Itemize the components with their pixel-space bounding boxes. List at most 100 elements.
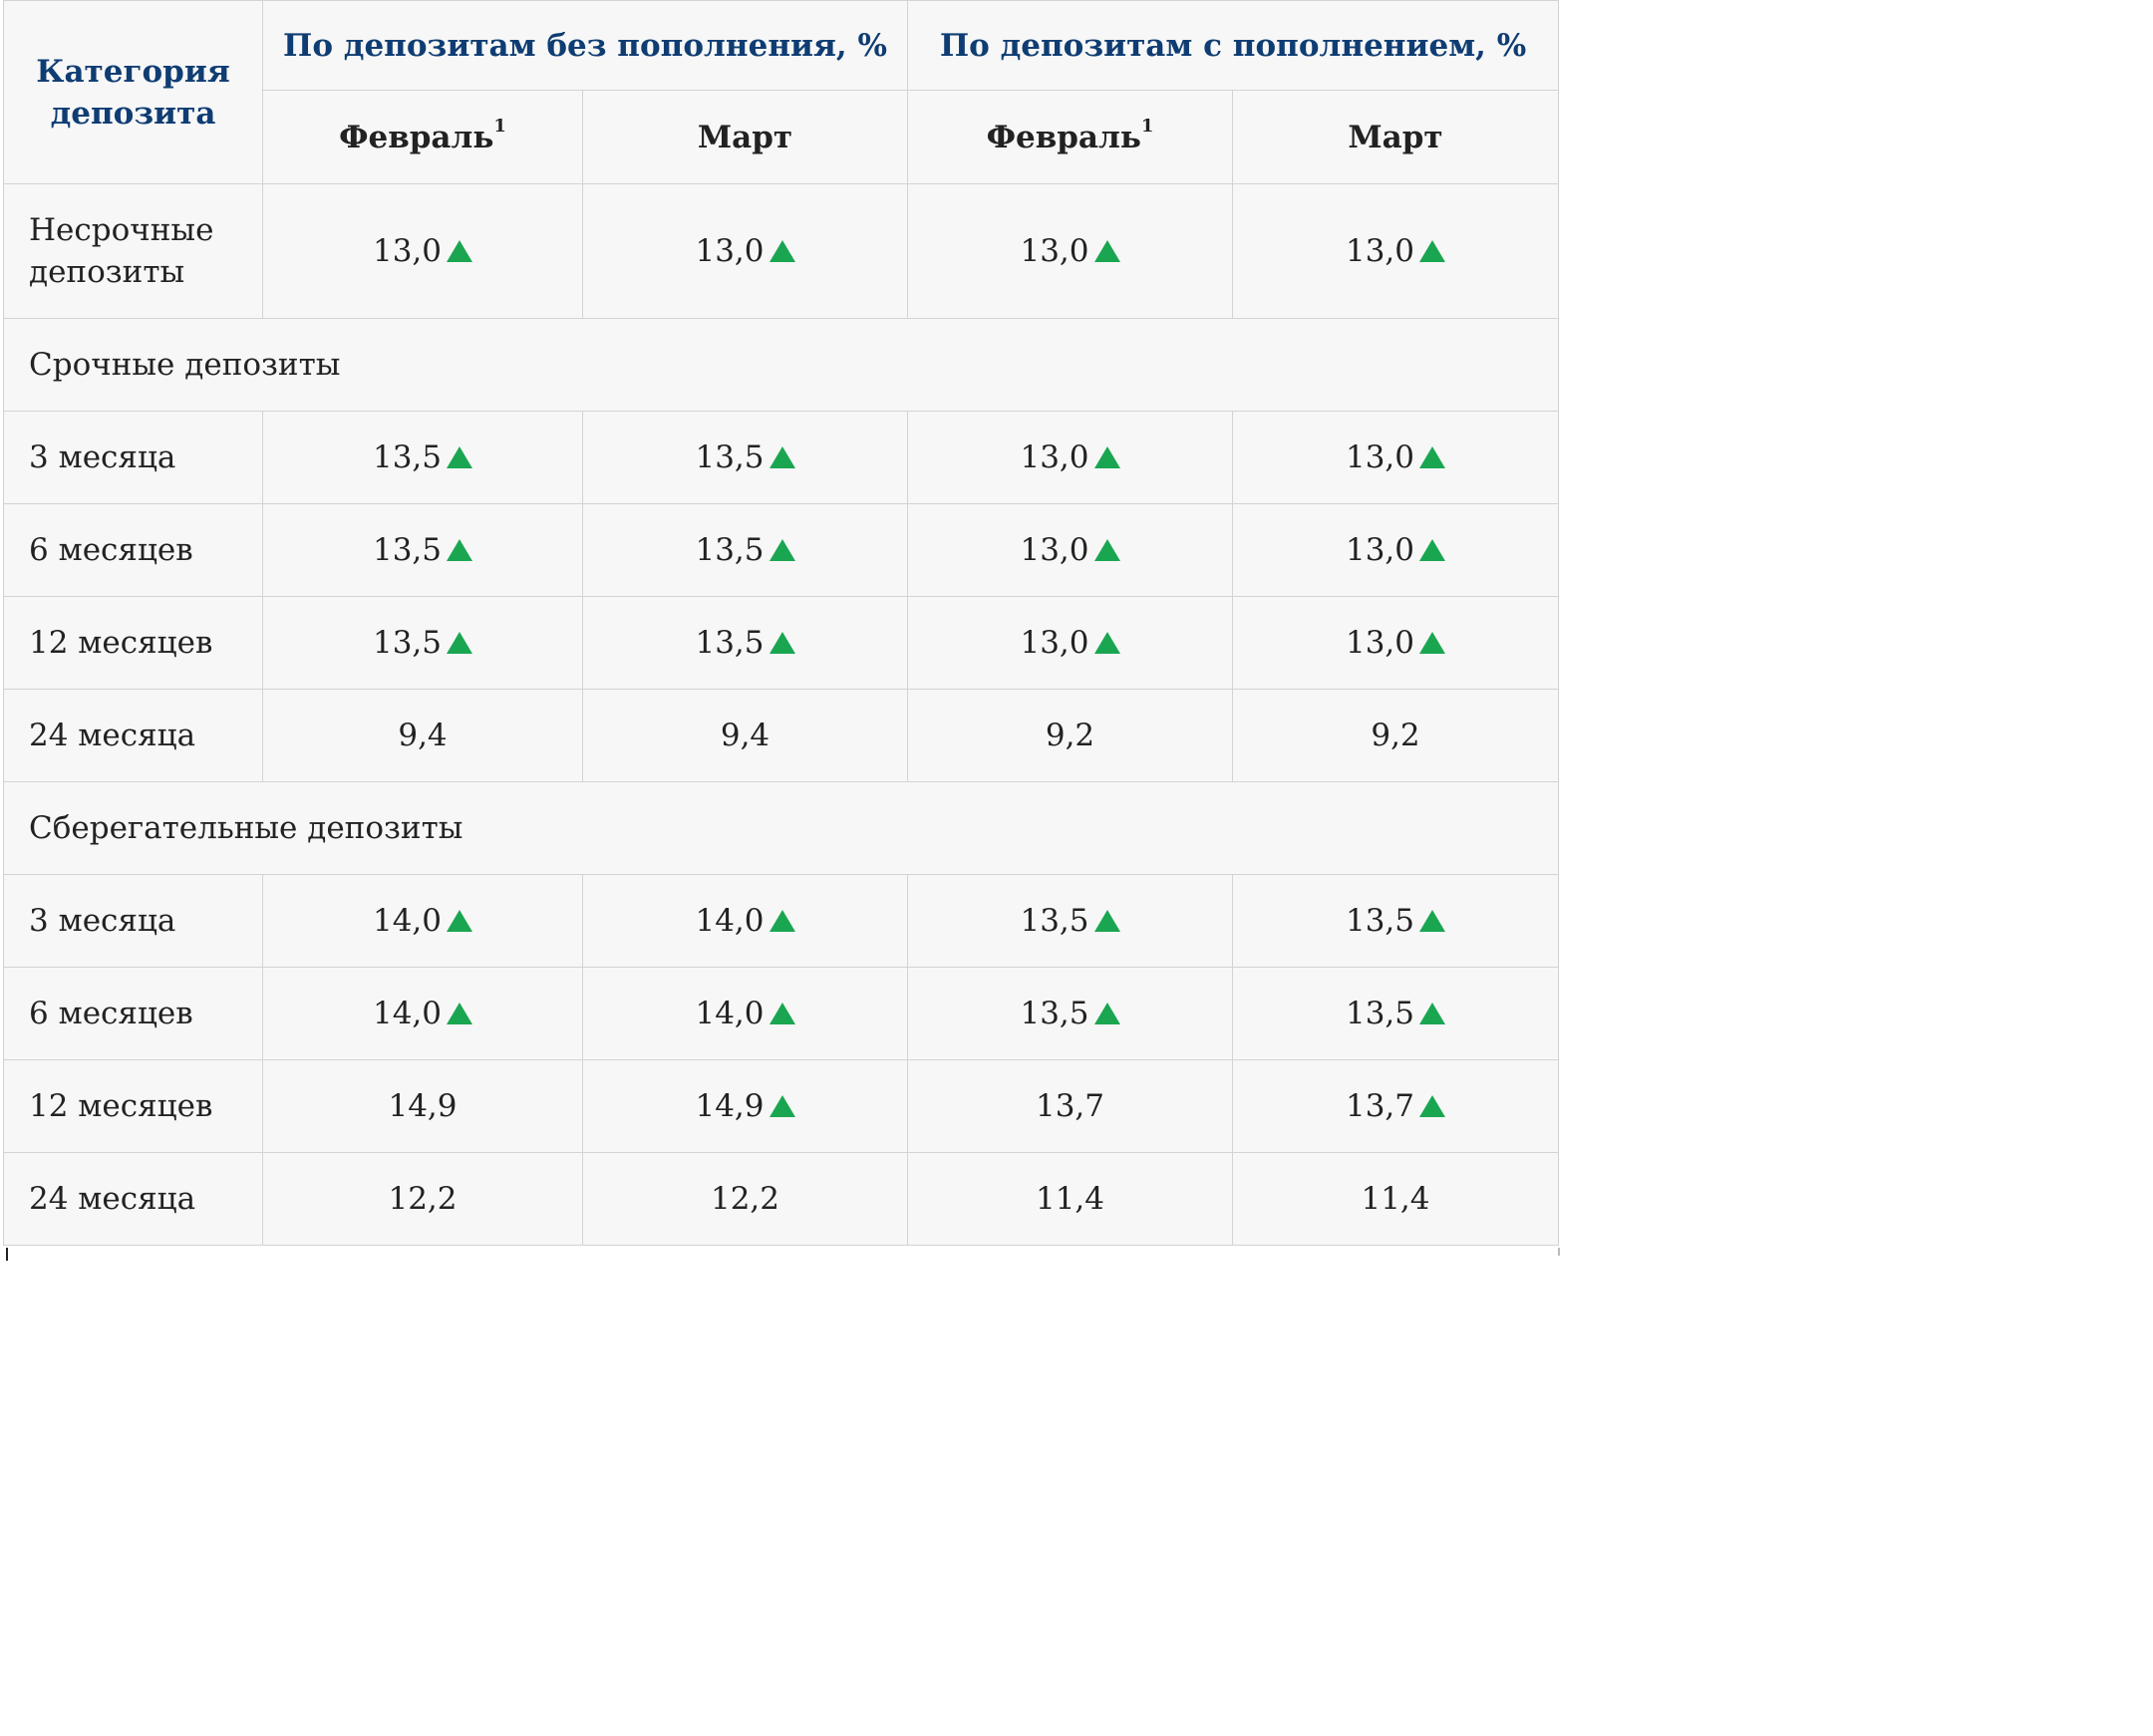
rate-value: 13,5 [1345, 996, 1415, 1031]
section-row: Срочные депозиты [3, 318, 1559, 412]
section-label: Сберегательные депозиты [3, 781, 1559, 875]
rate-cell: 13,5 [582, 411, 908, 504]
triangle-up-icon [1093, 240, 1120, 262]
rate-value: 13,7 [1345, 1088, 1415, 1124]
triangle-up-icon [447, 539, 473, 561]
triangle-up-icon [769, 1003, 795, 1024]
rate-cell: 9,2 [1232, 689, 1559, 782]
column-header-feb-without: Февраль1 [262, 90, 583, 184]
section-label: Срочные депозиты [3, 318, 1559, 412]
rate-cell: 9,4 [262, 689, 583, 782]
rate-value: 13,0 [1020, 233, 1089, 269]
rate-value: 14,0 [372, 996, 443, 1031]
triangle-up-icon [769, 446, 795, 468]
rate-cell: 13,0 [1232, 183, 1559, 319]
rate-cell: 13,0 [1232, 596, 1559, 690]
rate-cell: 13,7 [1232, 1059, 1559, 1153]
rate-value: 14,0 [695, 996, 765, 1031]
triangle-up-icon [769, 632, 795, 654]
row-label: 3 месяца [3, 874, 263, 968]
rate-cell: 13,0 [262, 183, 583, 319]
triangle-up-icon [1093, 1003, 1120, 1024]
row-label: 12 месяцев [3, 1059, 263, 1153]
rate-value: 13,5 [695, 625, 765, 661]
rate-cell: 9,4 [582, 689, 908, 782]
rate-cell: 14,9 [262, 1059, 583, 1153]
column-header-mar-without: Март [582, 90, 908, 184]
rate-value: 9,4 [720, 718, 770, 753]
rate-cell: 13,5 [907, 874, 1233, 968]
rate-cell: 14,0 [262, 967, 583, 1060]
header-row-months: Февраль1 Март Февраль1 Март [4, 90, 1559, 184]
rate-value: 13,0 [1345, 439, 1415, 475]
row-label: 24 месяца [3, 1152, 263, 1246]
triangle-up-icon [447, 240, 473, 262]
rate-cell: 14,0 [582, 967, 908, 1060]
rate-value: 13,0 [1345, 532, 1415, 568]
triangle-up-icon [447, 1003, 473, 1024]
triangle-up-icon [1093, 446, 1120, 468]
rate-cell: 14,9 [582, 1059, 908, 1153]
header-row-groups: Категория депозита По депозитам без попо… [3, 0, 1559, 184]
row-label: 6 месяцев [3, 503, 263, 597]
rate-cell: 13,5 [1232, 967, 1559, 1060]
rate-value: 13,0 [1020, 625, 1089, 661]
rate-cell: 13,5 [582, 503, 908, 597]
rate-value: 13,5 [695, 439, 765, 475]
rate-value: 9,2 [1371, 718, 1420, 753]
triangle-up-icon [1419, 1095, 1446, 1117]
rate-value: 13,0 [372, 233, 443, 269]
rate-value: 13,5 [372, 625, 443, 661]
triangle-up-icon [1419, 446, 1446, 468]
rate-value: 12,2 [388, 1181, 458, 1217]
footnote-marker: 1 [1140, 116, 1154, 138]
rate-value: 14,9 [388, 1088, 458, 1124]
edge-mark [6, 1248, 8, 1261]
rate-cell: 13,5 [262, 411, 583, 504]
rate-value: 13,5 [695, 532, 765, 568]
triangle-up-icon [769, 910, 795, 932]
rate-cell: 11,4 [1232, 1152, 1559, 1246]
row-label: Несрочные депозиты [3, 183, 263, 319]
month-label: Февраль [986, 119, 1141, 155]
rate-value: 13,5 [1020, 996, 1089, 1031]
rate-cell: 9,2 [907, 689, 1233, 782]
table-row: 12 месяцев 14,9 14,9 13,7 13,7 [3, 1059, 1559, 1153]
triangle-up-icon [1419, 539, 1446, 561]
table-row: 24 месяца 9,4 9,4 9,2 9,2 [3, 689, 1559, 782]
table-row: Несрочные депозиты 13,0 13,0 13,0 13,0 [3, 183, 1559, 319]
table-row: 3 месяца 14,0 14,0 13,5 13,5 [3, 874, 1559, 968]
deposit-rates-table: Категория депозита По депозитам без попо… [3, 0, 1559, 1246]
row-label: 3 месяца [3, 411, 263, 504]
rate-value: 13,0 [1345, 233, 1415, 269]
table-row: 12 месяцев 13,5 13,5 13,0 13,0 [3, 596, 1559, 690]
rate-value: 14,0 [372, 903, 443, 939]
triangle-up-icon [769, 539, 795, 561]
rate-cell: 13,0 [907, 503, 1233, 597]
rate-value: 13,0 [1020, 532, 1089, 568]
rate-cell: 13,5 [1232, 874, 1559, 968]
group-header-with-replenishment: По депозитам с пополнением, % [907, 0, 1559, 91]
rate-value: 13,5 [1345, 903, 1415, 939]
footnote-marker: 1 [493, 116, 506, 138]
triangle-up-icon [1419, 1003, 1446, 1024]
table-row: 6 месяцев 13,5 13,5 13,0 13,0 [3, 503, 1559, 597]
deposit-rates-table-container: Категория депозита По депозитам без попо… [3, 0, 1560, 1261]
month-label: Март [1348, 119, 1443, 155]
table-row: 24 месяца 12,2 12,2 11,4 11,4 [3, 1152, 1559, 1246]
triangle-up-icon [1419, 240, 1446, 262]
rate-cell: 13,5 [262, 596, 583, 690]
triangle-up-icon [447, 632, 473, 654]
month-label: Март [697, 119, 793, 155]
row-label: 6 месяцев [3, 967, 263, 1060]
rate-value: 11,4 [1361, 1181, 1430, 1217]
table-row: 6 месяцев 14,0 14,0 13,5 13,5 [3, 967, 1559, 1060]
section-row: Сберегательные депозиты [3, 781, 1559, 875]
triangle-up-icon [447, 910, 473, 932]
rate-cell: 13,5 [582, 596, 908, 690]
rate-value: 13,0 [1345, 625, 1415, 661]
rate-value: 13,0 [1020, 439, 1089, 475]
triangle-up-icon [1419, 910, 1446, 932]
rate-value: 13,5 [1020, 903, 1089, 939]
row-label: 12 месяцев [3, 596, 263, 690]
